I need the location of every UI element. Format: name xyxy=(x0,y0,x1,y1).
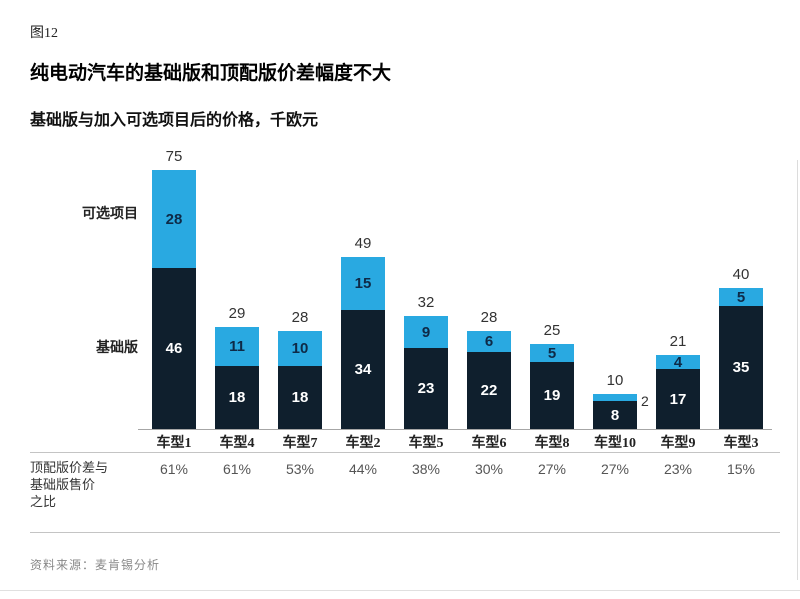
total-value-label: 32 xyxy=(417,294,435,311)
optional-segment: 28 xyxy=(152,170,196,268)
ratio-row-label: 顶配版价差与 基础版售价 之比 xyxy=(30,459,108,510)
total-value-label: 10 xyxy=(606,372,624,389)
stacked-bar-车型8: 25 5 19 xyxy=(530,322,574,429)
stacked-bar-车型5: 32 9 23 xyxy=(404,294,448,429)
category-axis: 车型1 车型4 车型7 车型2 车型5 车型6 车型8 车型10 车型9 车型3 xyxy=(0,432,800,452)
ratio-row: 61% 61% 53% 44% 38% 30% 27% 27% 23% 15% xyxy=(0,461,800,481)
total-value-label: 75 xyxy=(165,148,183,165)
category-label: 车型9 xyxy=(660,436,696,451)
ratio-value: 23% xyxy=(663,461,693,477)
base-segment: 34 xyxy=(341,310,385,429)
category-label: 车型8 xyxy=(534,436,570,451)
ratio-value: 53% xyxy=(285,461,315,477)
ratio-row-label-line1: 顶配版价差与 xyxy=(30,460,109,475)
stacked-bar-车型7: 28 10 18 xyxy=(278,309,322,429)
x-axis-line xyxy=(138,429,772,430)
total-value-label: 29 xyxy=(228,305,246,322)
total-value-label: 25 xyxy=(543,322,561,339)
stacked-bar-车型1: 75 28 46 xyxy=(152,148,196,429)
stacked-bar-车型10: 10 2 8 xyxy=(593,372,649,429)
figure-number: 图12 xyxy=(30,26,58,41)
category-label: 车型2 xyxy=(345,436,381,451)
optional-segment: 5 xyxy=(530,344,574,362)
optional-segment: 10 xyxy=(278,331,322,366)
category-label: 车型5 xyxy=(408,436,444,451)
optional-segment: 5 xyxy=(719,288,763,306)
base-segment: 17 xyxy=(656,369,700,429)
stacked-bar-车型6: 28 6 22 xyxy=(467,309,511,429)
ratio-value: 27% xyxy=(600,461,630,477)
base-segment: 46 xyxy=(152,268,196,429)
divider-top xyxy=(30,452,780,453)
ratio-value: 61% xyxy=(222,461,252,477)
optional-segment: 9 xyxy=(404,316,448,348)
total-value-label: 40 xyxy=(732,266,750,283)
total-value-label: 21 xyxy=(669,333,687,350)
ratio-value: 38% xyxy=(411,461,441,477)
stacked-bar-车型4: 29 11 18 xyxy=(215,305,259,429)
source-note: 资料来源：麦肯锡分析 xyxy=(30,558,161,572)
base-segment: 23 xyxy=(404,348,448,429)
optional-segment: 11 xyxy=(215,327,259,366)
ratio-value: 15% xyxy=(726,461,756,477)
base-segment: 35 xyxy=(719,306,763,429)
category-label: 车型4 xyxy=(219,436,255,451)
category-label: 车型6 xyxy=(471,436,507,451)
divider-bottom xyxy=(30,532,780,533)
base-segment: 8 xyxy=(593,401,637,429)
page-bottom-border xyxy=(0,590,800,591)
total-value-label: 49 xyxy=(354,235,372,252)
stacked-bar-车型3: 40 5 35 xyxy=(719,266,763,429)
ratio-value: 61% xyxy=(159,461,189,477)
chart-title: 纯电动汽车的基础版和顶配版价差幅度不大 xyxy=(30,63,392,84)
plot-area: 可选项目 基础版 75 28 46 29 11 18 28 10 18 49 15 34 32 9 23 28… xyxy=(0,148,800,430)
category-label: 车型7 xyxy=(282,436,318,451)
base-segment: 18 xyxy=(278,366,322,429)
optional-segment: 6 xyxy=(467,331,511,352)
ratio-row-label-line2: 基础版售价 xyxy=(30,477,96,492)
category-label: 车型3 xyxy=(723,436,759,451)
optional-segment: 4 xyxy=(656,354,700,371)
ratio-value: 44% xyxy=(348,461,378,477)
category-label: 车型10 xyxy=(594,436,636,451)
ratio-value: 27% xyxy=(537,461,567,477)
total-value-label: 28 xyxy=(291,309,309,326)
total-value-label: 28 xyxy=(480,309,498,326)
optional-segment: 15 xyxy=(341,257,385,310)
base-segment: 22 xyxy=(467,352,511,429)
stacked-bar-车型9: 21 4 17 xyxy=(656,333,700,429)
category-label: 车型1 xyxy=(156,436,192,451)
chart-subtitle: 基础版与加入可选项目后的价格，千欧元 xyxy=(30,112,319,129)
base-segment: 19 xyxy=(530,362,574,429)
optional-value-outside-label: 2 xyxy=(641,393,649,409)
base-segment: 18 xyxy=(215,366,259,429)
optional-segment: 2 xyxy=(593,393,649,409)
ratio-value: 30% xyxy=(474,461,504,477)
legend-base-label: 基础版 xyxy=(96,341,138,356)
stacked-bar-车型2: 49 15 34 xyxy=(341,235,385,429)
ratio-row-label-line3: 之比 xyxy=(30,494,57,509)
page-right-border xyxy=(797,160,798,580)
legend-optional-label: 可选项目 xyxy=(82,207,138,222)
